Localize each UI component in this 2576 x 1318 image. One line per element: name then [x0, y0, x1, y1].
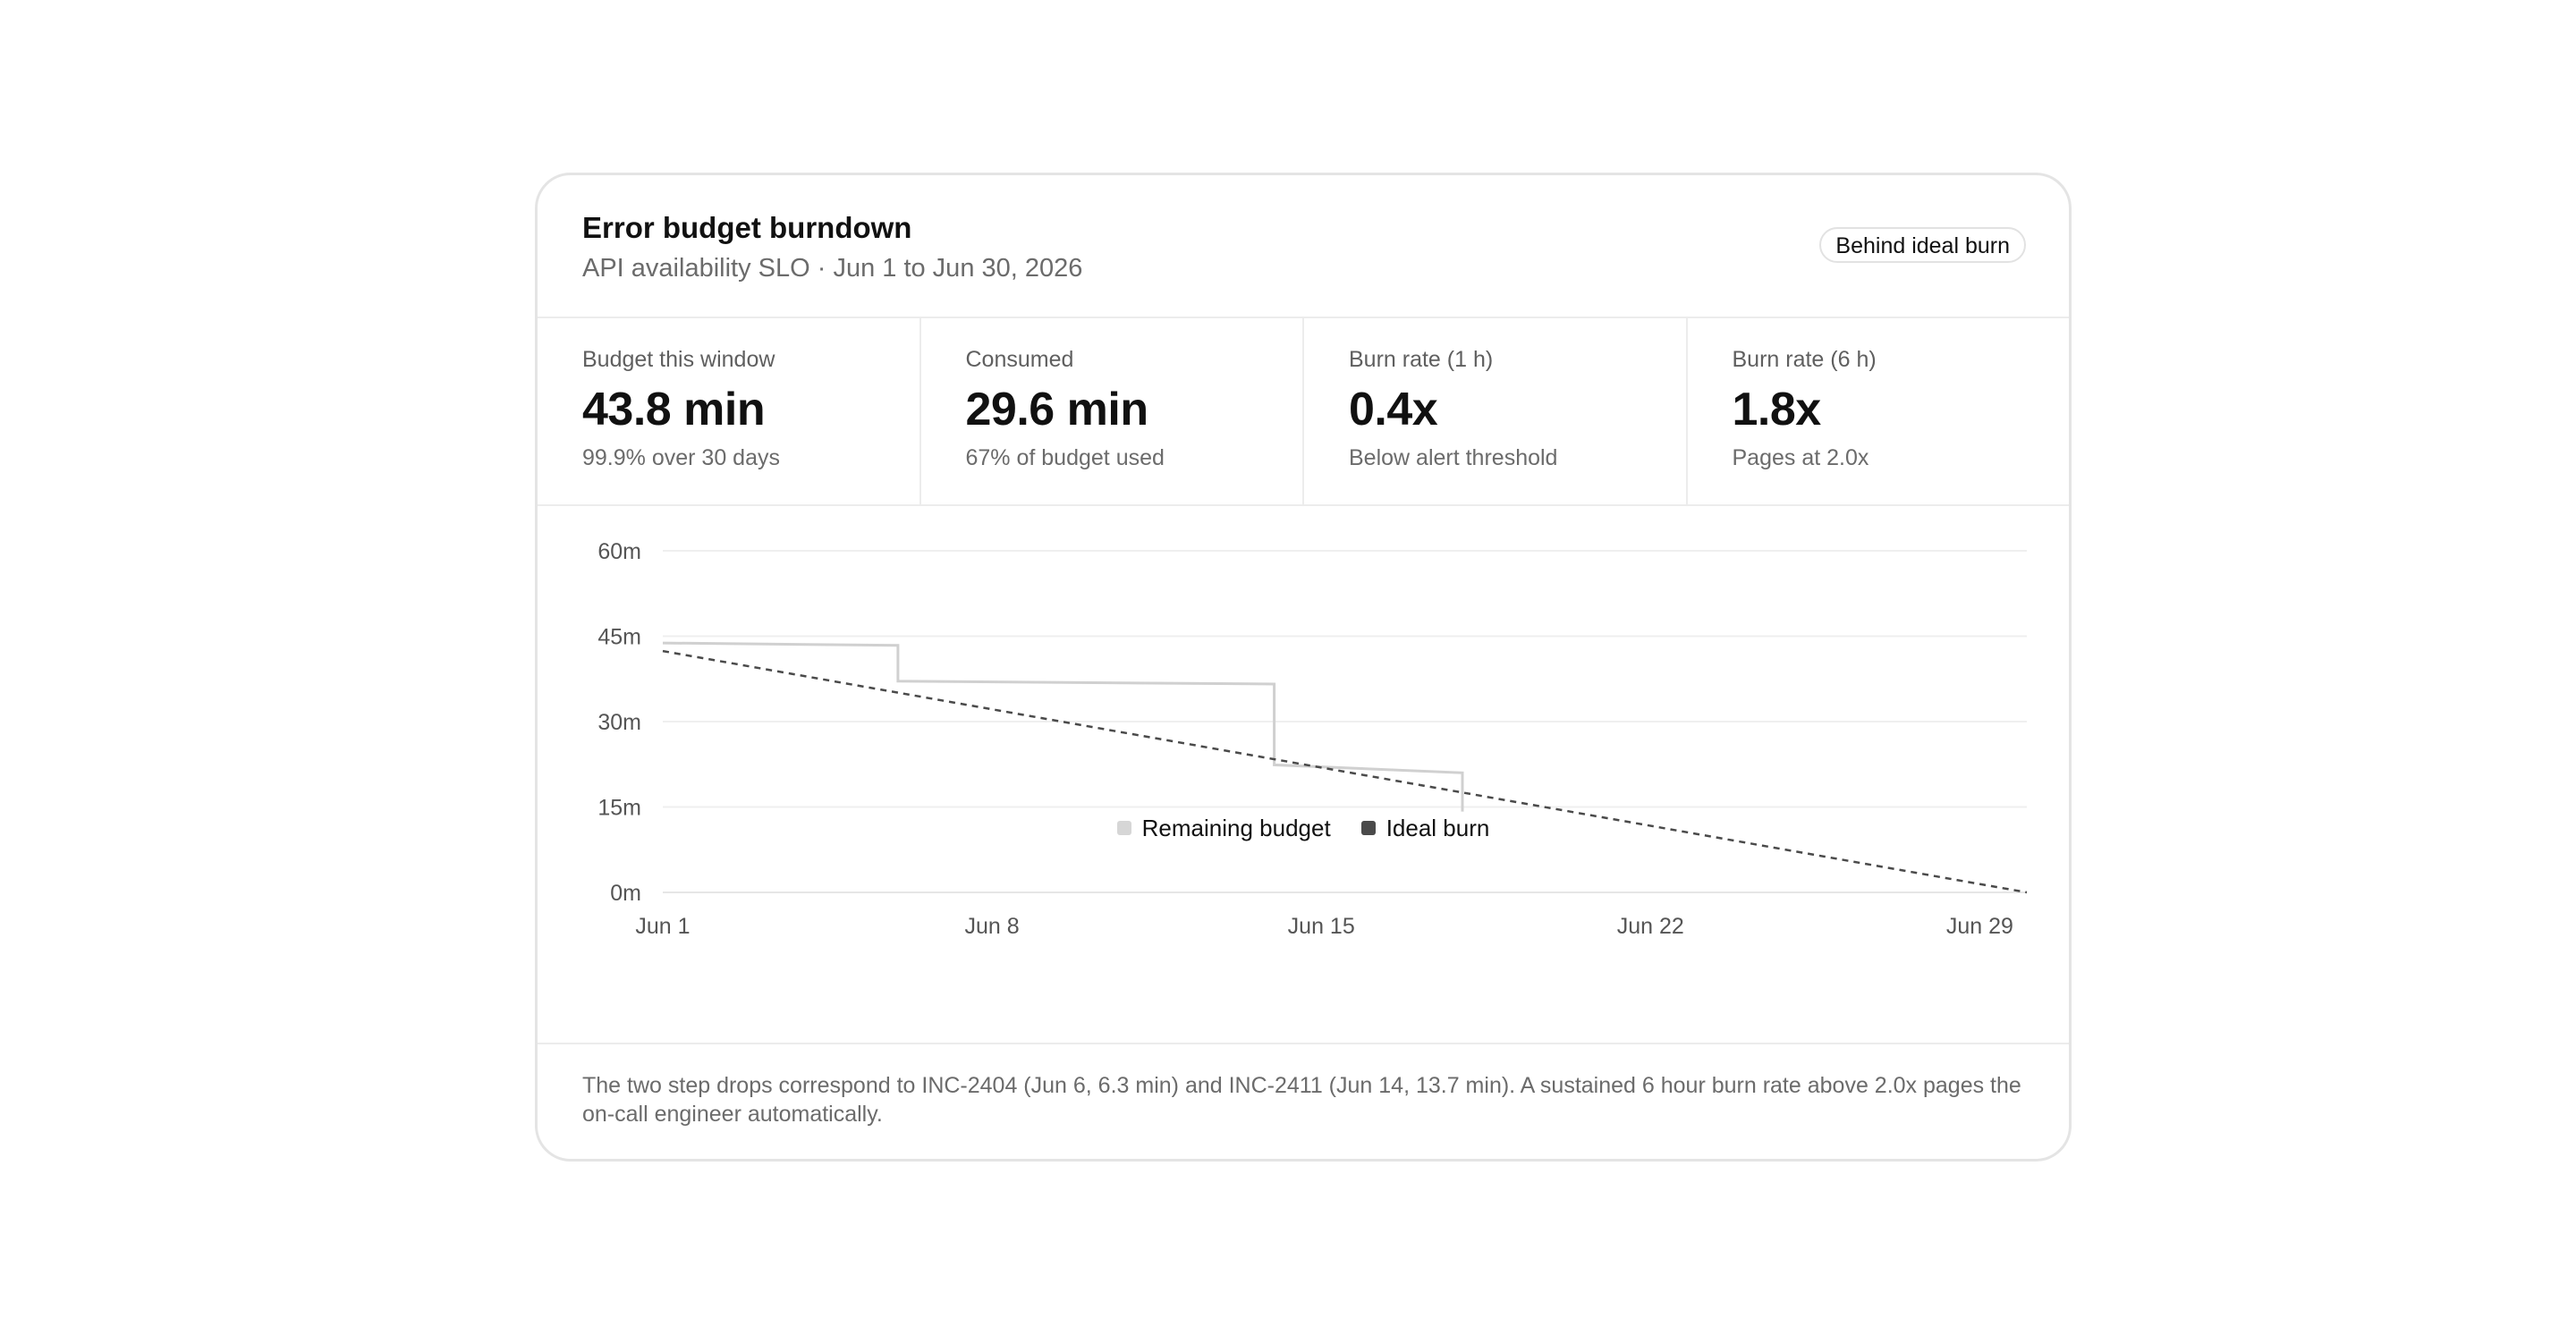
stat-burn-rate-1h: Burn rate (1 h) 0.4x Below alert thresho…: [1304, 318, 1688, 504]
chart-area: 0m 15m 30m 45m 60m Jun 1 Jun 8 Jun 15 Jun 22 Jun …: [538, 506, 2069, 1043]
stat-burn-rate-6h: Burn rate (6 h) 1.8x Pages at 2.0x: [1688, 318, 2070, 504]
stat-value: 43.8 min: [582, 384, 766, 435]
card-header: Error budget burndown API availability S…: [538, 175, 2069, 318]
x-tick-label: Jun 29: [1946, 914, 2013, 935]
y-tick-label: 30m: [597, 710, 641, 735]
legend-swatch-ideal: [1360, 821, 1376, 835]
stat-consumed: Consumed 29.6 min 67% of budget used: [921, 318, 1304, 504]
legend-item-remaining: Remaining budget: [1116, 810, 1331, 846]
stat-label: Burn rate (6 h): [1732, 347, 1877, 372]
card-subtitle: API availability SLO · Jun 1 to Jun 30, …: [582, 254, 1083, 283]
stat-value: 1.8x: [1732, 384, 1822, 435]
stat-label: Budget this window: [582, 347, 775, 372]
stat-note: Pages at 2.0x: [1732, 445, 1869, 470]
x-tick-label: Jun 1: [635, 914, 690, 935]
y-tick-label: 15m: [597, 796, 641, 821]
stat-note: 67% of budget used: [965, 445, 1165, 470]
series-remaining-budget: [662, 641, 1464, 812]
stat-label: Consumed: [965, 347, 1074, 372]
legend-label: Remaining budget: [1141, 814, 1331, 841]
y-tick-label: 60m: [597, 539, 641, 564]
legend-swatch-remaining: [1116, 821, 1131, 835]
stat-value: 29.6 min: [965, 384, 1149, 435]
legend-item-ideal: Ideal burn: [1360, 810, 1490, 846]
stat-note: 99.9% over 30 days: [582, 445, 780, 470]
chart-legend: Remaining budget Ideal burn: [538, 810, 2069, 846]
x-tick-label: Jun 15: [1288, 914, 1355, 935]
burndown-card: Error budget burndown API availability S…: [535, 173, 2072, 1162]
stat-label: Burn rate (1 h): [1349, 347, 1494, 372]
stat-value: 0.4x: [1349, 384, 1438, 435]
status-badge: Behind ideal burn: [1819, 227, 2026, 263]
series-ideal-burn: [662, 649, 2028, 894]
x-tick-label: Jun 8: [965, 914, 1020, 935]
y-tick-label: 0m: [610, 881, 641, 906]
x-tick-label: Jun 22: [1617, 914, 1684, 935]
stat-budget: Budget this window 43.8 min 99.9% over 3…: [538, 318, 921, 504]
stats-row: Budget this window 43.8 min 99.9% over 3…: [538, 318, 2069, 506]
y-tick-label: 45m: [597, 625, 641, 650]
burndown-chart: 0m 15m 30m 45m 60m Jun 1 Jun 8 Jun 15 Jun 22 Jun …: [597, 539, 2028, 935]
card-title: Error budget burndown: [582, 211, 912, 244]
legend-label: Ideal burn: [1385, 814, 1490, 841]
footnote: The two step drops correspond to INC-240…: [582, 1073, 2021, 1127]
card-footer: The two step drops correspond to INC-240…: [538, 1043, 2069, 1159]
stat-note: Below alert threshold: [1349, 445, 1558, 470]
